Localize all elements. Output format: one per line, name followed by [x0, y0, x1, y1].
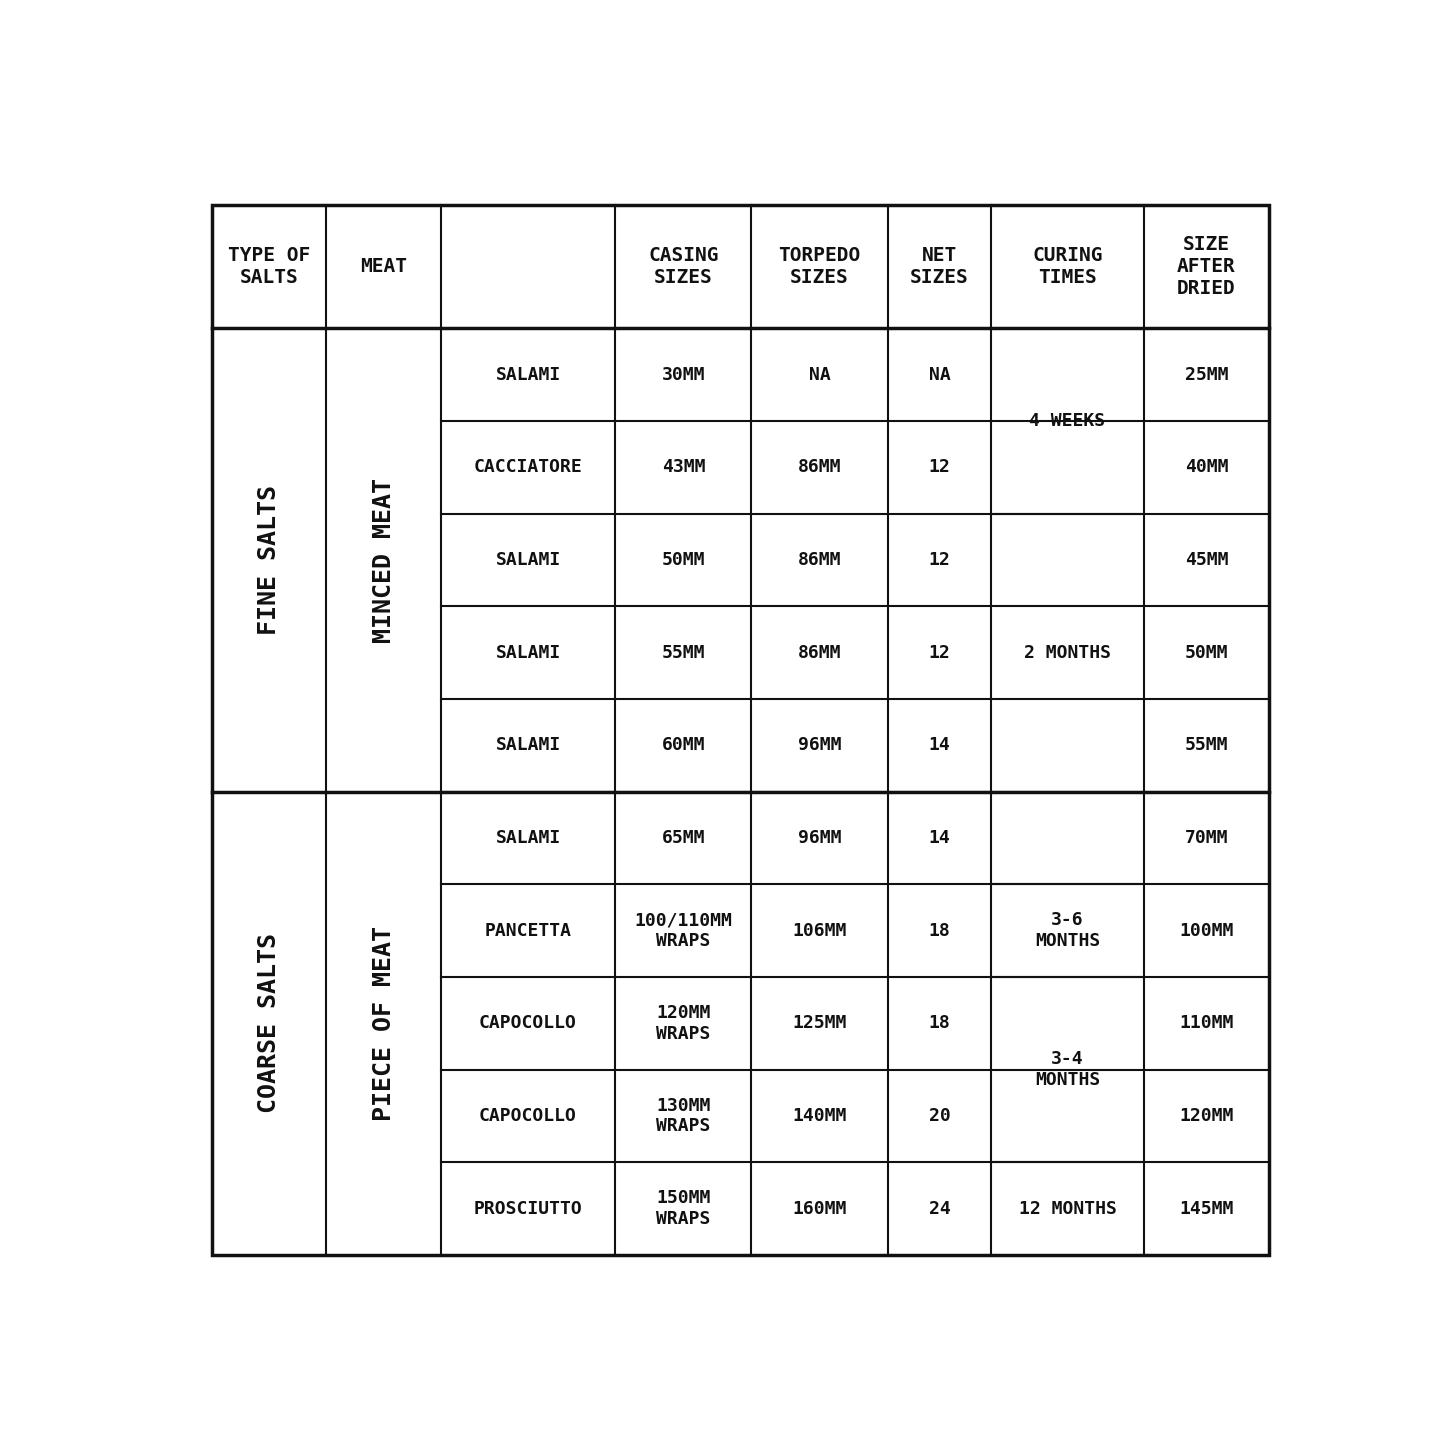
Text: TORPEDO
SIZES: TORPEDO SIZES	[779, 246, 861, 288]
Text: COARSE SALTS: COARSE SALTS	[257, 933, 282, 1113]
Text: CAPOCOLLO: CAPOCOLLO	[480, 1014, 577, 1032]
Text: 18: 18	[929, 1014, 951, 1032]
Text: 96MM: 96MM	[798, 829, 841, 847]
Text: 2 MONTHS: 2 MONTHS	[1025, 643, 1111, 662]
Text: 55MM: 55MM	[1185, 737, 1228, 754]
Text: 55MM: 55MM	[662, 643, 705, 662]
Text: PROSCIUTTO: PROSCIUTTO	[474, 1199, 582, 1218]
Text: 12: 12	[929, 643, 951, 662]
Text: SALAMI: SALAMI	[496, 737, 561, 754]
Text: 65MM: 65MM	[662, 829, 705, 847]
Text: 100/110MM
WRAPS: 100/110MM WRAPS	[634, 912, 733, 949]
Text: MEAT: MEAT	[360, 257, 407, 276]
Text: 140MM: 140MM	[792, 1107, 847, 1126]
Text: 125MM: 125MM	[792, 1014, 847, 1032]
Text: CACCIATORE: CACCIATORE	[474, 458, 582, 477]
Text: 12 MONTHS: 12 MONTHS	[1019, 1199, 1117, 1218]
Text: NA: NA	[929, 366, 951, 384]
Text: SALAMI: SALAMI	[496, 643, 561, 662]
Text: 50MM: 50MM	[662, 551, 705, 569]
Text: CURING
TIMES: CURING TIMES	[1032, 246, 1103, 288]
Text: FINE SALTS: FINE SALTS	[257, 486, 282, 636]
Text: TYPE OF
SALTS: TYPE OF SALTS	[228, 246, 311, 288]
Text: 60MM: 60MM	[662, 737, 705, 754]
Text: 25MM: 25MM	[1185, 366, 1228, 384]
Text: 96MM: 96MM	[798, 737, 841, 754]
Text: 150MM
WRAPS: 150MM WRAPS	[656, 1189, 711, 1228]
Text: SALAMI: SALAMI	[496, 829, 561, 847]
Text: 145MM: 145MM	[1179, 1199, 1234, 1218]
Text: 14: 14	[929, 737, 951, 754]
Text: 106MM: 106MM	[792, 922, 847, 939]
Text: 160MM: 160MM	[792, 1199, 847, 1218]
Text: CASING
SIZES: CASING SIZES	[649, 246, 718, 288]
Text: 18: 18	[929, 922, 951, 939]
Text: SALAMI: SALAMI	[496, 366, 561, 384]
Text: 120MM
WRAPS: 120MM WRAPS	[656, 1004, 711, 1043]
Text: 130MM
WRAPS: 130MM WRAPS	[656, 1097, 711, 1136]
Text: 50MM: 50MM	[1185, 643, 1228, 662]
Text: PIECE OF MEAT: PIECE OF MEAT	[371, 926, 396, 1121]
Text: NA: NA	[809, 366, 831, 384]
Text: PANCETTA: PANCETTA	[484, 922, 572, 939]
Text: 14: 14	[929, 829, 951, 847]
Text: 20: 20	[929, 1107, 951, 1126]
Text: 100MM: 100MM	[1179, 922, 1234, 939]
Text: 43MM: 43MM	[662, 458, 705, 477]
Text: 12: 12	[929, 551, 951, 569]
Text: 3-6
MONTHS: 3-6 MONTHS	[1035, 912, 1100, 949]
Text: SALAMI: SALAMI	[496, 551, 561, 569]
Text: 24: 24	[929, 1199, 951, 1218]
Text: 86MM: 86MM	[798, 551, 841, 569]
Text: 40MM: 40MM	[1185, 458, 1228, 477]
Text: NET
SIZES: NET SIZES	[910, 246, 968, 288]
Text: MINCED MEAT: MINCED MEAT	[371, 478, 396, 643]
Text: 30MM: 30MM	[662, 366, 705, 384]
Text: 4 WEEKS: 4 WEEKS	[1029, 412, 1105, 431]
Text: 45MM: 45MM	[1185, 551, 1228, 569]
Text: 12: 12	[929, 458, 951, 477]
Text: CAPOCOLLO: CAPOCOLLO	[480, 1107, 577, 1126]
Text: 86MM: 86MM	[798, 458, 841, 477]
Text: 86MM: 86MM	[798, 643, 841, 662]
Text: 110MM: 110MM	[1179, 1014, 1234, 1032]
Text: 70MM: 70MM	[1185, 829, 1228, 847]
Text: 120MM: 120MM	[1179, 1107, 1234, 1126]
Text: 3-4
MONTHS: 3-4 MONTHS	[1035, 1051, 1100, 1090]
Text: SIZE
AFTER
DRIED: SIZE AFTER DRIED	[1178, 236, 1235, 298]
